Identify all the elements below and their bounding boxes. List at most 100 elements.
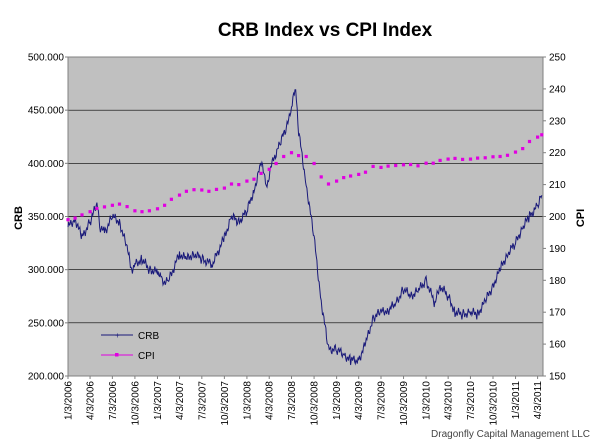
cpi-point — [312, 161, 316, 166]
cpi-point — [371, 164, 375, 168]
right-tick-label: 210 — [549, 180, 566, 191]
cpi-point — [401, 163, 406, 167]
cpi-point — [319, 175, 323, 179]
cpi-point — [207, 189, 211, 193]
cpi-point — [513, 150, 518, 154]
cpi-point — [416, 164, 420, 168]
cpi-point — [483, 156, 487, 160]
cpi-point — [66, 218, 70, 222]
cpi-point — [267, 167, 271, 171]
cpi-point — [274, 161, 278, 166]
cpi-point — [102, 205, 107, 209]
cpi-point — [169, 197, 173, 201]
x-tick-label: 7/3/2006 — [108, 381, 119, 420]
x-tick-label: 10/3/2008 — [310, 381, 321, 426]
legend-cpi-label: CPI — [138, 351, 155, 362]
cpi-point — [229, 182, 234, 186]
cpi-point — [394, 163, 398, 168]
right-tick-label: 160 — [549, 340, 566, 351]
x-tick-label: 4/3/2009 — [354, 381, 365, 420]
x-tick-label: 4/3/2007 — [175, 381, 186, 420]
cpi-point — [155, 207, 160, 211]
cpi-point — [446, 157, 450, 161]
right-tick-label: 250 — [549, 53, 566, 64]
cpi-point — [424, 161, 428, 165]
cpi-point — [357, 172, 361, 176]
x-tick-label: 1/3/2008 — [242, 381, 253, 420]
cpi-point — [95, 206, 99, 211]
cpi-point — [491, 155, 495, 159]
x-tick-label: 4/3/2011 — [533, 381, 544, 420]
right-tick-label: 220 — [549, 148, 566, 159]
cpi-point — [505, 153, 510, 157]
x-tick-label: 4/3/2010 — [444, 381, 455, 420]
cpi-point — [461, 157, 465, 161]
x-tick-label: 10/3/2007 — [220, 381, 231, 426]
gridlines — [68, 109, 543, 324]
cpi-point — [88, 210, 92, 214]
cpi-point — [259, 171, 263, 175]
cpi-point — [476, 156, 480, 160]
x-tick-label: 4/3/2006 — [86, 381, 97, 420]
legend-crb-label: CRB — [138, 331, 159, 342]
right-tick-label: 150 — [549, 372, 566, 383]
chart-title: CRB Index vs CPI Index — [218, 20, 433, 41]
cpi-point — [468, 157, 473, 161]
series-layer — [66, 89, 544, 366]
cpi-point — [540, 133, 544, 137]
x-tick-label: 1/3/2011 — [511, 381, 522, 420]
cpi-point — [342, 176, 346, 180]
cpi-point — [536, 135, 540, 139]
credit-annotation: Dragonfly Capital Management LLC — [431, 429, 590, 440]
cpi-point — [527, 139, 532, 144]
cpi-point — [326, 182, 331, 186]
left-tick-label: 450.000 — [28, 106, 65, 117]
x-tick-label: 7/3/2010 — [466, 381, 477, 420]
left-axis-ticks: 200.000 250.000 300.000 350.000 400.000 450.0… — [28, 53, 68, 383]
cpi-point — [177, 193, 182, 197]
cpi-point — [438, 158, 442, 162]
cpi-point — [140, 210, 144, 214]
cpi-point — [363, 170, 368, 174]
cpi-point — [297, 154, 301, 158]
cpi-point — [163, 203, 167, 207]
cpi-point — [222, 186, 226, 190]
right-tick-label: 200 — [549, 212, 566, 223]
cpi-point — [184, 189, 188, 193]
cpi-point — [289, 151, 294, 155]
cpi-point — [200, 188, 204, 192]
cpi-point — [431, 161, 435, 165]
cpi-point — [521, 147, 525, 151]
x-tick-label: 1/3/2007 — [153, 381, 164, 420]
cpi-point — [453, 156, 457, 160]
legend: + CRB CPI — [101, 331, 159, 362]
cpi-point — [409, 162, 413, 167]
right-tick-label: 230 — [549, 116, 566, 127]
x-tick-label: 1/3/2006 — [64, 381, 75, 420]
cpi-point — [245, 179, 249, 183]
cpi-point — [117, 202, 122, 206]
cpi-point — [349, 174, 353, 178]
cpi-point — [133, 209, 137, 213]
x-tick-label: 1/3/2010 — [422, 381, 433, 420]
x-tick-label: 10/3/2009 — [399, 381, 410, 426]
x-tick-label: 10/3/2006 — [130, 381, 141, 426]
right-tick-label: 170 — [549, 308, 566, 319]
cpi-point — [498, 154, 502, 159]
right-axis-ticks: 150 160 170 180 190 200 210 220 230 240 250 — [543, 53, 566, 383]
cpi-point — [192, 188, 196, 192]
left-axis-label: CRB — [13, 206, 25, 230]
cpi-point — [386, 164, 390, 168]
left-tick-label: 300.000 — [28, 265, 65, 276]
right-tick-label: 240 — [549, 84, 566, 95]
legend-cpi-marker — [115, 353, 119, 357]
cpi-point — [252, 177, 256, 181]
x-tick-label: 7/3/2008 — [287, 381, 298, 420]
crb-series-line — [67, 89, 543, 366]
x-tick-label: 10/3/2010 — [489, 381, 500, 426]
x-tick-label: 7/3/2007 — [197, 381, 208, 420]
cpi-point — [73, 216, 77, 220]
legend-crb-marker: + — [115, 331, 120, 340]
right-tick-label: 180 — [549, 276, 566, 287]
cpi-point — [335, 179, 339, 183]
